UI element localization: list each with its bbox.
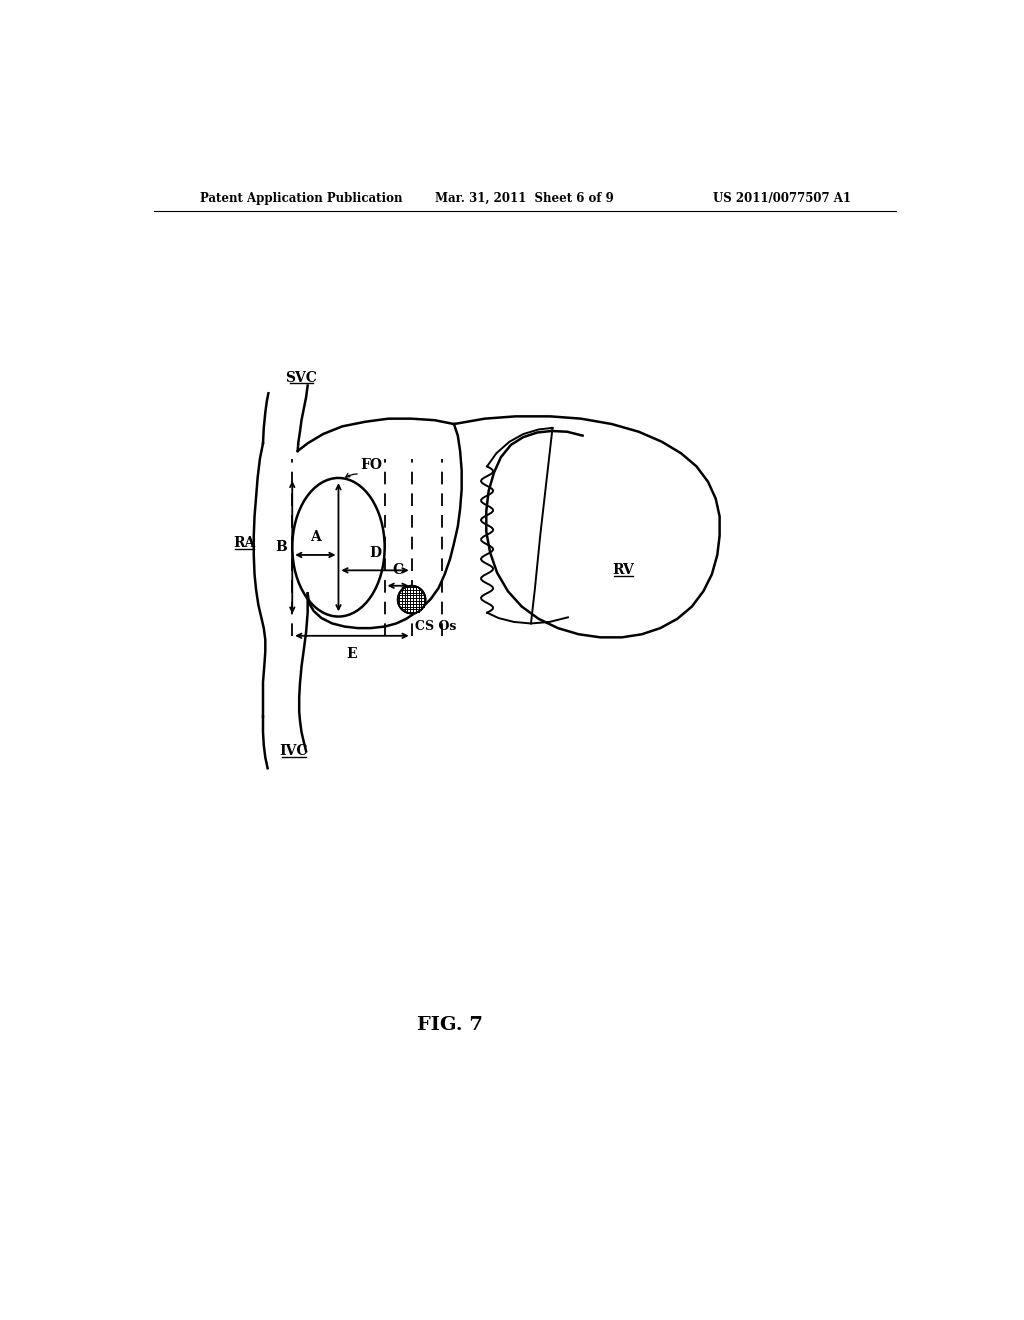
Text: A: A <box>310 531 321 544</box>
Circle shape <box>397 586 425 614</box>
Text: RV: RV <box>612 564 634 577</box>
Text: CS Os: CS Os <box>416 619 457 632</box>
Text: B: B <box>275 540 288 554</box>
Text: FIG. 7: FIG. 7 <box>417 1015 483 1034</box>
Text: RA: RA <box>233 536 256 550</box>
Text: Patent Application Publication: Patent Application Publication <box>200 191 402 205</box>
Text: US 2011/0077507 A1: US 2011/0077507 A1 <box>713 191 851 205</box>
Text: D: D <box>369 545 381 560</box>
Text: SVC: SVC <box>286 371 317 385</box>
Text: Mar. 31, 2011  Sheet 6 of 9: Mar. 31, 2011 Sheet 6 of 9 <box>435 191 614 205</box>
Text: FO: FO <box>360 458 382 471</box>
Text: E: E <box>346 647 357 660</box>
Text: C: C <box>392 562 403 577</box>
Text: IVC: IVC <box>280 744 308 758</box>
